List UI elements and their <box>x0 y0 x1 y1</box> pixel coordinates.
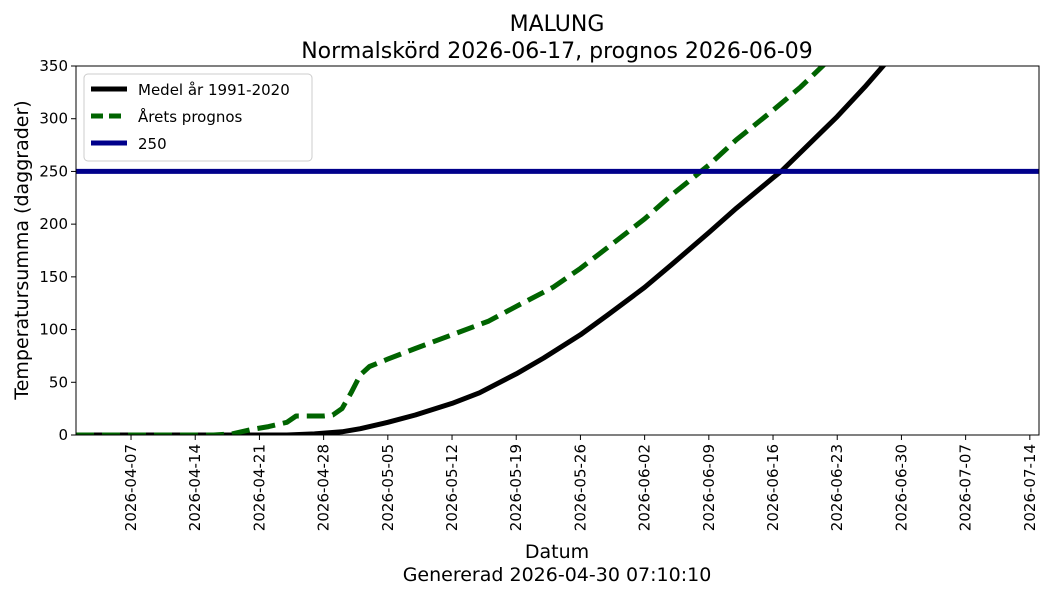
x-tick-label: 2026-04-21 <box>250 444 268 531</box>
x-tick-label: 2026-06-09 <box>700 444 718 531</box>
x-tick-label: 2026-04-14 <box>186 444 204 531</box>
y-tick-label: 50 <box>49 373 68 391</box>
x-tick-label: 2026-05-26 <box>571 444 589 531</box>
series-layer <box>76 66 1039 435</box>
y-tick-label: 100 <box>39 321 68 339</box>
x-tick-label: 2026-05-19 <box>507 444 525 531</box>
legend-label: 250 <box>138 135 167 153</box>
chart-title: MALUNG <box>510 12 605 37</box>
y-tick-label: 250 <box>39 162 68 180</box>
y-tick-label: 150 <box>39 268 68 286</box>
legend-box <box>83 73 313 162</box>
chart-subtitle: Normalskörd 2026-06-17, prognos 2026-06-… <box>301 39 813 64</box>
x-tick-label: 2026-05-12 <box>443 444 461 531</box>
plot-frame <box>75 65 1040 436</box>
y-tick-label: 0 <box>58 426 68 444</box>
y-tick-label: 350 <box>39 57 68 75</box>
legend-label: Årets prognos <box>138 107 243 126</box>
y-axis: 0 50 100 150 200 250 300 350 <box>39 57 76 444</box>
x-tick-label: 2026-05-05 <box>379 444 397 531</box>
legend: Medel år 1991-2020 Årets prognos 250 <box>83 73 313 162</box>
y-tick-label: 200 <box>39 215 68 233</box>
legend-label: Medel år 1991-2020 <box>138 81 290 99</box>
x-axis-label: Datum <box>525 541 589 563</box>
generated-timestamp: Genererad 2026-04-30 07:10:10 <box>403 564 712 586</box>
x-tick-label: 2026-06-30 <box>892 444 910 531</box>
x-tick-label: 2026-04-07 <box>122 444 140 531</box>
x-tick-label: 2026-04-28 <box>315 444 333 531</box>
x-tick-label: 2026-07-07 <box>957 444 975 531</box>
x-tick-label: 2026-07-14 <box>1021 444 1039 531</box>
x-axis: 2026-04-07 2026-04-14 2026-04-21 2026-04-28… <box>122 435 1039 531</box>
x-tick-label: 2026-06-23 <box>828 444 846 531</box>
y-axis-label: Temperatursumma (daggrader) <box>11 100 33 400</box>
series-line-medel-r-1991-2020 <box>76 66 887 435</box>
x-tick-label: 2026-06-16 <box>764 444 782 531</box>
y-tick-label: 300 <box>39 110 68 128</box>
x-tick-label: 2026-06-02 <box>636 444 654 531</box>
